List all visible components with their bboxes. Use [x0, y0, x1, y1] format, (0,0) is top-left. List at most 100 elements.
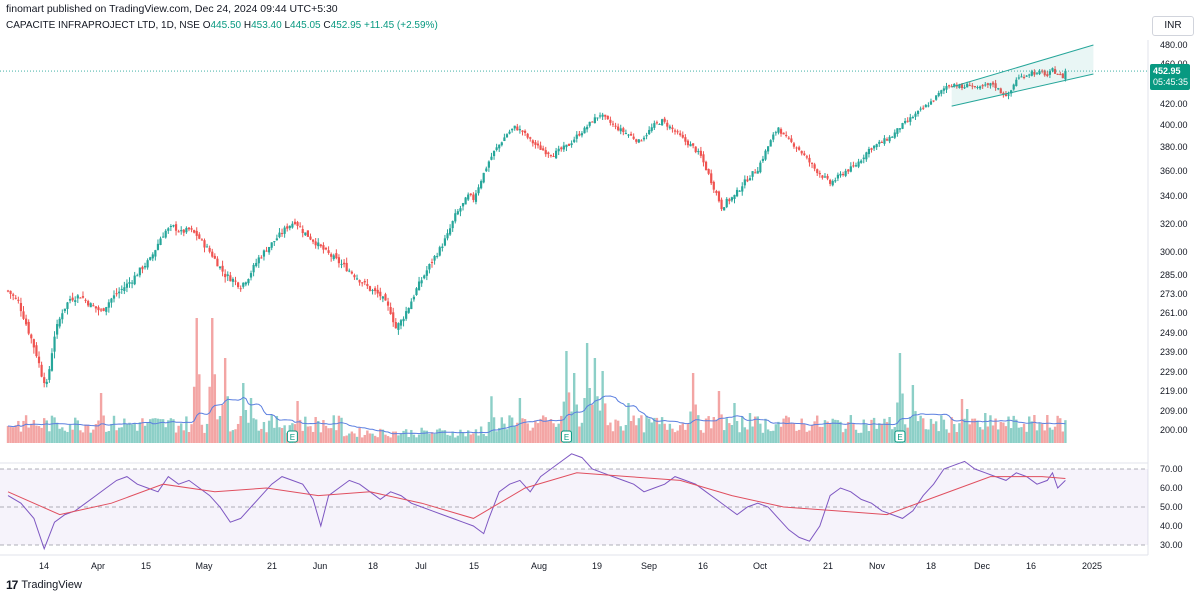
candle-body [17, 299, 20, 301]
volume-bar [828, 422, 832, 443]
volume-bar [953, 424, 956, 443]
volume-bar [585, 343, 589, 443]
channel-lower-line[interactable] [951, 73, 1094, 107]
candle-body [58, 318, 61, 327]
volume-bar [932, 423, 935, 443]
rsi-tick-label: 60.00 [1160, 483, 1183, 493]
volume-bar [986, 426, 990, 443]
volume-bar [185, 416, 188, 443]
candle-body [283, 227, 286, 234]
candle-body [735, 189, 739, 197]
candle-body [803, 153, 806, 156]
candle-body [180, 230, 183, 232]
volume-bar [156, 418, 160, 443]
candle-body [154, 250, 157, 257]
candle-body [50, 353, 54, 371]
volume-bar [79, 430, 82, 443]
volume-bar [332, 415, 335, 443]
volume-bar [567, 392, 571, 443]
candle-body [187, 227, 191, 230]
volume-bar [260, 428, 263, 443]
volume-bar [821, 426, 824, 443]
candle-body [203, 240, 206, 248]
candle-body [629, 133, 633, 136]
candle-body [231, 278, 235, 282]
volume-bar [138, 422, 142, 443]
candle-body [105, 307, 108, 312]
candle-body [829, 180, 832, 184]
volume-bar [472, 433, 475, 443]
candle-body [43, 377, 46, 384]
volume-bar [45, 420, 48, 443]
volume-bar [192, 386, 196, 443]
candle-body [211, 251, 214, 257]
volume-bar [146, 422, 149, 443]
volume-bar [880, 423, 884, 443]
candle-body [777, 127, 780, 133]
volume-bar [704, 418, 708, 443]
candle-body [1033, 72, 1036, 75]
volume-bar [30, 423, 33, 443]
time-tick-label: Aug [531, 561, 547, 571]
candle-body [128, 282, 131, 284]
volume-bar [1059, 418, 1062, 443]
candle-body [1061, 73, 1064, 79]
earnings-marker[interactable] [286, 430, 298, 443]
volume-bar [27, 427, 30, 443]
volume-bar [947, 432, 951, 443]
candle-body [376, 289, 379, 294]
volume-bar [508, 415, 511, 443]
candle-body [169, 226, 172, 228]
candle-body [133, 275, 136, 285]
candle-body [981, 85, 984, 87]
earnings-marker[interactable] [560, 430, 572, 443]
volume-ma-line [7, 395, 1066, 435]
volume-bar [469, 434, 472, 443]
earnings-marker[interactable] [894, 430, 906, 443]
time-tick-label: Nov [869, 561, 886, 571]
candle-body [893, 132, 896, 138]
volume-bar [479, 426, 483, 443]
candle-body [531, 140, 534, 144]
volume-bar [319, 432, 323, 443]
volume-bar [430, 432, 434, 443]
currency-button[interactable]: INR [1152, 16, 1194, 36]
volume-bar [743, 427, 747, 443]
candle-body [738, 190, 741, 192]
candle-body [637, 139, 640, 143]
volume-bar [1028, 416, 1031, 443]
candle-body [394, 322, 397, 329]
volume-bar [182, 430, 186, 443]
candle-body [500, 142, 503, 146]
candle-body [560, 147, 563, 150]
volume-bar [14, 425, 17, 443]
candle-body [1004, 94, 1008, 97]
candle-body [399, 320, 403, 326]
volume-bar [834, 419, 837, 443]
volume-bar [885, 422, 889, 443]
volume-bar [996, 429, 1000, 443]
close-value: 452.95 [330, 20, 362, 31]
volume-bar [872, 417, 876, 443]
channel-upper-line[interactable] [951, 44, 1094, 88]
volume-bar [774, 424, 778, 443]
candle-body [847, 169, 850, 172]
time-tick-label: 19 [592, 561, 602, 571]
volume-bar [968, 424, 971, 443]
candle-body [906, 120, 909, 122]
volume-bar [105, 431, 108, 443]
candle-body [482, 172, 485, 183]
candle-body [503, 137, 506, 142]
candle-body [198, 234, 201, 239]
volume-bar [133, 423, 136, 443]
volume-bar [655, 417, 659, 443]
volume-bar [862, 419, 865, 443]
volume-bar [529, 430, 532, 443]
volume-bar [549, 419, 553, 443]
volume-bar [148, 419, 152, 443]
candle-body [350, 271, 353, 274]
candle-body [857, 161, 860, 167]
volume-bar [270, 415, 273, 443]
volume-bar [955, 432, 959, 443]
